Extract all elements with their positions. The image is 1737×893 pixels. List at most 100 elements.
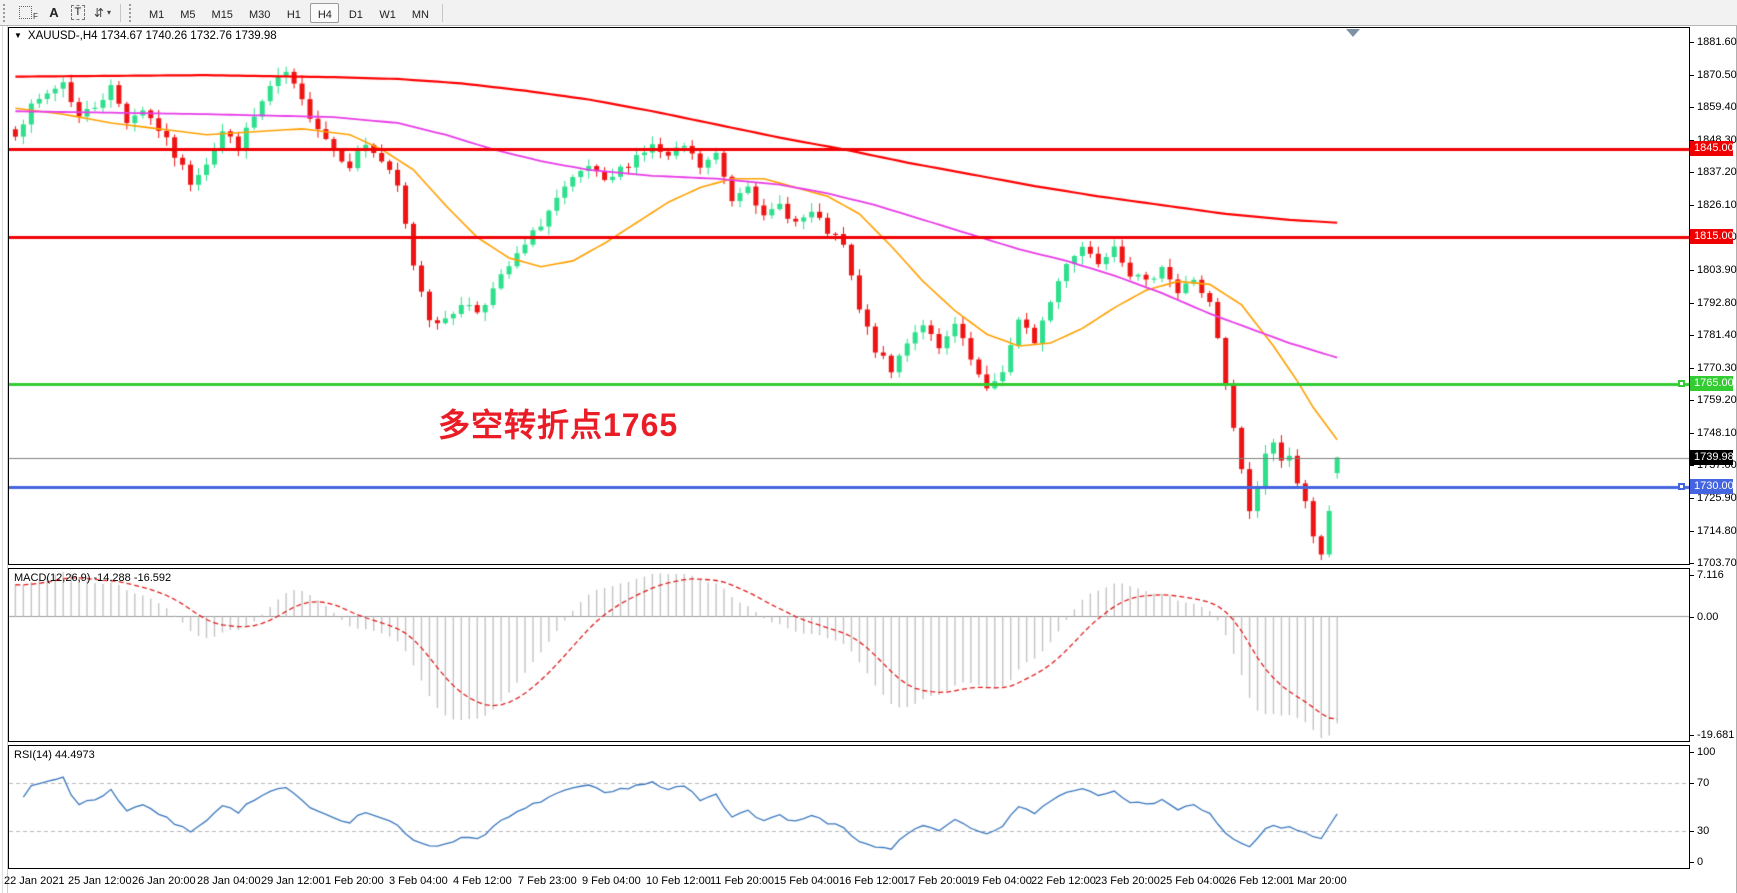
hline-handle[interactable] — [1678, 483, 1685, 490]
rsi-canvas[interactable] — [9, 746, 1689, 868]
macd-canvas[interactable] — [9, 569, 1689, 741]
price-tag-1739.98: 1739.98 — [1690, 450, 1734, 465]
time-label: 11 Feb 20:00 — [710, 875, 775, 887]
price-tick-label: 1881.60 — [1697, 36, 1737, 48]
grid-icon — [19, 6, 32, 19]
timeframe-button-H4[interactable]: H4 — [310, 2, 340, 23]
hline-handle[interactable] — [1678, 380, 1685, 387]
indicator-tick — [1689, 862, 1694, 863]
time-label: 16 Feb 12:00 — [839, 875, 904, 887]
main-chart-canvas[interactable] — [9, 28, 1689, 564]
text-label-tool-button[interactable]: A — [42, 2, 66, 24]
time-label: 25 Feb 04:00 — [1160, 875, 1225, 887]
price-tick — [1689, 465, 1694, 466]
price-tick — [1689, 433, 1694, 434]
price-tick — [1689, 335, 1694, 336]
price-tick-label: 1759.20 — [1697, 394, 1737, 406]
price-tag-1765.00: 1765.00 — [1690, 376, 1734, 391]
time-label: 10 Feb 12:00 — [646, 875, 711, 887]
time-label: 1 Feb 20:00 — [325, 875, 384, 887]
indicator-tick-label: 0.00 — [1697, 611, 1719, 623]
toolbar: F A T ⇵ ▾ M1 M5 M15 M30 H1 H4 D1 W1 MN — [0, 0, 1737, 26]
indicator-tick — [1689, 752, 1694, 753]
price-tick-label: 1748.10 — [1697, 427, 1737, 439]
time-label: 19 Feb 04:00 — [967, 875, 1032, 887]
timeframe-button-MN[interactable]: MN — [405, 3, 436, 23]
price-tick-label: 1803.90 — [1697, 264, 1737, 276]
toolbar-separator — [119, 3, 121, 22]
price-tick-label: 1725.90 — [1697, 492, 1737, 504]
time-label: 17 Feb 20:00 — [903, 875, 968, 887]
time-label: 22 Jan 2021 — [4, 875, 65, 887]
price-tick-label: 1792.80 — [1697, 297, 1737, 309]
rsi-label: RSI(14) 44.4973 — [14, 749, 95, 761]
chart-shift-marker-icon[interactable] — [1346, 29, 1360, 37]
timeframe-button-W1[interactable]: W1 — [372, 3, 403, 23]
timeframe-button-M15[interactable]: M15 — [205, 3, 240, 23]
indicator-tick — [1689, 831, 1694, 832]
price-tick — [1689, 140, 1694, 141]
time-label: 23 Feb 20:00 — [1095, 875, 1160, 887]
price-tick-label: 1837.20 — [1697, 166, 1737, 178]
indicator-tick-label: 30 — [1697, 825, 1710, 837]
time-label: 26 Jan 20:00 — [132, 875, 196, 887]
objects-arrange-tool-button[interactable]: ⇵ ▾ — [90, 2, 115, 24]
grid-f-label: F — [33, 12, 38, 21]
dropdown-caret-icon: ▾ — [106, 8, 111, 17]
price-tick — [1689, 531, 1694, 532]
macd-label: MACD(12,26,9) -14.288 -16.592 — [14, 572, 172, 584]
toolbar-drag-handle[interactable] — [3, 3, 11, 22]
toolbar-drag-handle[interactable] — [128, 3, 137, 22]
price-tick-label: 1714.80 — [1697, 525, 1737, 537]
time-label: 29 Jan 12:00 — [261, 875, 325, 887]
time-label: 4 Feb 12:00 — [453, 875, 512, 887]
price-tick-label: 1770.30 — [1697, 362, 1737, 374]
indicator-tick-label: 0 — [1697, 856, 1704, 868]
timeframe-group: M1 M5 M15 M30 H1 H4 D1 W1 MN — [141, 2, 437, 23]
time-label: 26 Feb 12:00 — [1224, 875, 1289, 887]
price-tick — [1689, 270, 1694, 271]
text-box-tool-button[interactable]: T — [66, 2, 90, 24]
price-tick — [1689, 205, 1694, 206]
indicator-tick-label: 7.116 — [1697, 569, 1724, 581]
price-tick — [1689, 42, 1694, 43]
time-label: 15 Feb 04:00 — [774, 875, 839, 887]
timeframe-button-M1[interactable]: M1 — [142, 3, 171, 23]
time-label: 9 Feb 04:00 — [582, 875, 641, 887]
timeframe-button-D1[interactable]: D1 — [341, 3, 370, 23]
price-tick — [1689, 75, 1694, 76]
price-tick — [1689, 303, 1694, 304]
indicator-tick-label: -19.681 — [1697, 729, 1735, 741]
price-tick-label: 1826.10 — [1697, 199, 1737, 211]
time-label: 25 Jan 12:00 — [68, 875, 132, 887]
price-tick — [1689, 368, 1694, 369]
toolbar-separator — [441, 3, 443, 22]
arrange-arrows-icon: ⇵ — [93, 5, 104, 20]
indicator-tick — [1689, 617, 1694, 618]
chart-title: ▼ XAUUSD-,H4 1734.67 1740.26 1732.76 1739… — [14, 30, 277, 42]
time-label: 1 Mar 20:00 — [1288, 875, 1347, 887]
price-tick-label: 1781.40 — [1697, 329, 1737, 341]
timeframe-button-H1[interactable]: H1 — [279, 3, 308, 23]
indicator-tick — [1689, 575, 1694, 576]
chart-title-text: XAUUSD-,H4 1734.67 1740.26 1732.76 1739.… — [27, 30, 277, 42]
price-tag-1845.00: 1845.00 — [1690, 141, 1734, 156]
time-axis[interactable]: 22 Jan 2021 25 Jan 12:00 26 Jan 20:00 28 Ja… — [4, 869, 1689, 893]
left-gutter — [0, 26, 8, 893]
symbol-dropdown-icon[interactable]: ▼ — [14, 31, 22, 40]
indicator-tick-label: 100 — [1697, 746, 1716, 758]
indicator-tick — [1689, 783, 1694, 784]
chart-grid-tool-button[interactable]: F — [15, 2, 42, 24]
price-tick — [1689, 107, 1694, 108]
text-box-icon: T — [70, 5, 86, 20]
price-tick — [1689, 498, 1694, 499]
price-tag-1815.00: 1815.00 — [1690, 229, 1734, 244]
annotation-text[interactable]: 多空转折点1765 — [438, 407, 679, 443]
timeframe-button-M30[interactable]: M30 — [242, 3, 277, 23]
price-axis[interactable]: 1881.60 1870.50 1859.40 1848.30 1837.20 1826.… — [1689, 27, 1737, 869]
timeframe-button-M5[interactable]: M5 — [173, 3, 202, 23]
price-tick — [1689, 172, 1694, 173]
indicator-tick-label: 70 — [1697, 777, 1710, 789]
price-tick — [1689, 400, 1694, 401]
